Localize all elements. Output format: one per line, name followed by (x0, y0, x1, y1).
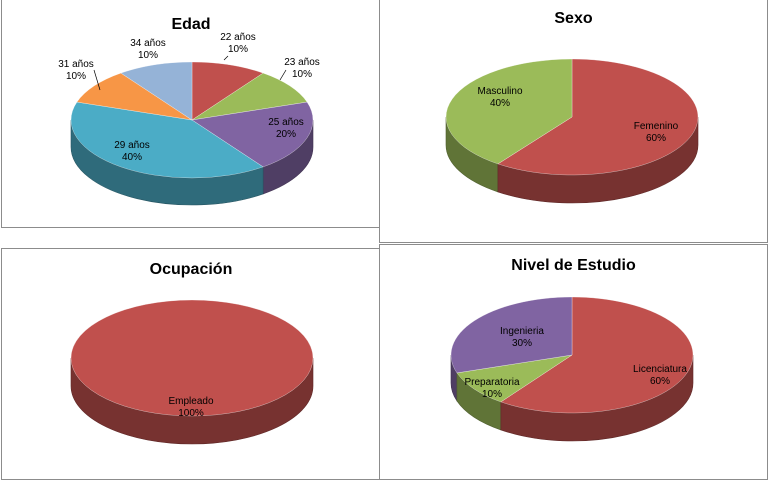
leader-line (93, 69, 101, 91)
pie-slice (191, 72, 308, 121)
slice-value-label: 20% (276, 129, 296, 140)
leader-line (223, 55, 229, 61)
chart-title: Ocupación (149, 261, 233, 278)
chart-title: Nivel de Estudio (511, 257, 636, 274)
pie-slice (450, 296, 573, 374)
slice-category-label: 29 años (114, 140, 150, 151)
pie-slice (191, 101, 314, 168)
slice-value-label: 40% (490, 98, 510, 109)
slice-value-label: 10% (138, 50, 158, 61)
chart-panel-ocupacion: Ocupación Empleado 100% (1, 248, 381, 480)
slice-value-label: 10% (482, 389, 502, 400)
slice-category-label: 34 años (130, 38, 166, 49)
slice-value-label: 40% (122, 152, 142, 163)
pie-slice (76, 72, 193, 121)
slice-category-label: 23 años (284, 57, 320, 68)
slice-category-label: 22 años (220, 32, 256, 43)
slice-value-label: 10% (66, 71, 86, 82)
chart-title: Sexo (554, 10, 593, 27)
pie-slice (70, 299, 314, 417)
slice-category-label: Ingenieria (500, 326, 544, 337)
slice-value-label: 60% (646, 133, 666, 144)
slice-category-label: 31 años (58, 59, 94, 70)
slice-value-label: 100% (178, 408, 204, 419)
slice-category-label: Masculino (477, 86, 522, 97)
slice-value-label: 10% (228, 44, 248, 55)
chart-title: Edad (171, 16, 211, 33)
leader-line (279, 69, 287, 81)
chart-panel-nivel-de-estudio: Nivel de Estudio Licenciatura 60% Preparat… (379, 244, 768, 480)
slice-value-label: 60% (650, 376, 670, 387)
slice-category-label: 25 años (268, 117, 304, 128)
slice-category-label: Femenino (634, 121, 679, 132)
chart-panel-sexo: Sexo Femenino 60% Masculino 40% (379, 0, 768, 243)
pie-slice (120, 61, 193, 121)
pie-slice (191, 61, 264, 121)
pie-slice (70, 101, 264, 179)
slice-category-label: Empleado (168, 396, 213, 407)
pie-slice (456, 354, 573, 403)
slice-value-label: 30% (512, 338, 532, 349)
chart-panel-edad: Edad 22 años 10% 23 años 10% 25 años 20% 29 añ… (1, 0, 381, 228)
pie-slice (445, 58, 573, 165)
pie-slice (497, 58, 699, 176)
slice-category-label: Licenciatura (633, 364, 687, 375)
slice-value-label: 10% (292, 69, 312, 80)
pie-slice (500, 296, 694, 414)
slice-category-label: Preparatoria (464, 377, 519, 388)
